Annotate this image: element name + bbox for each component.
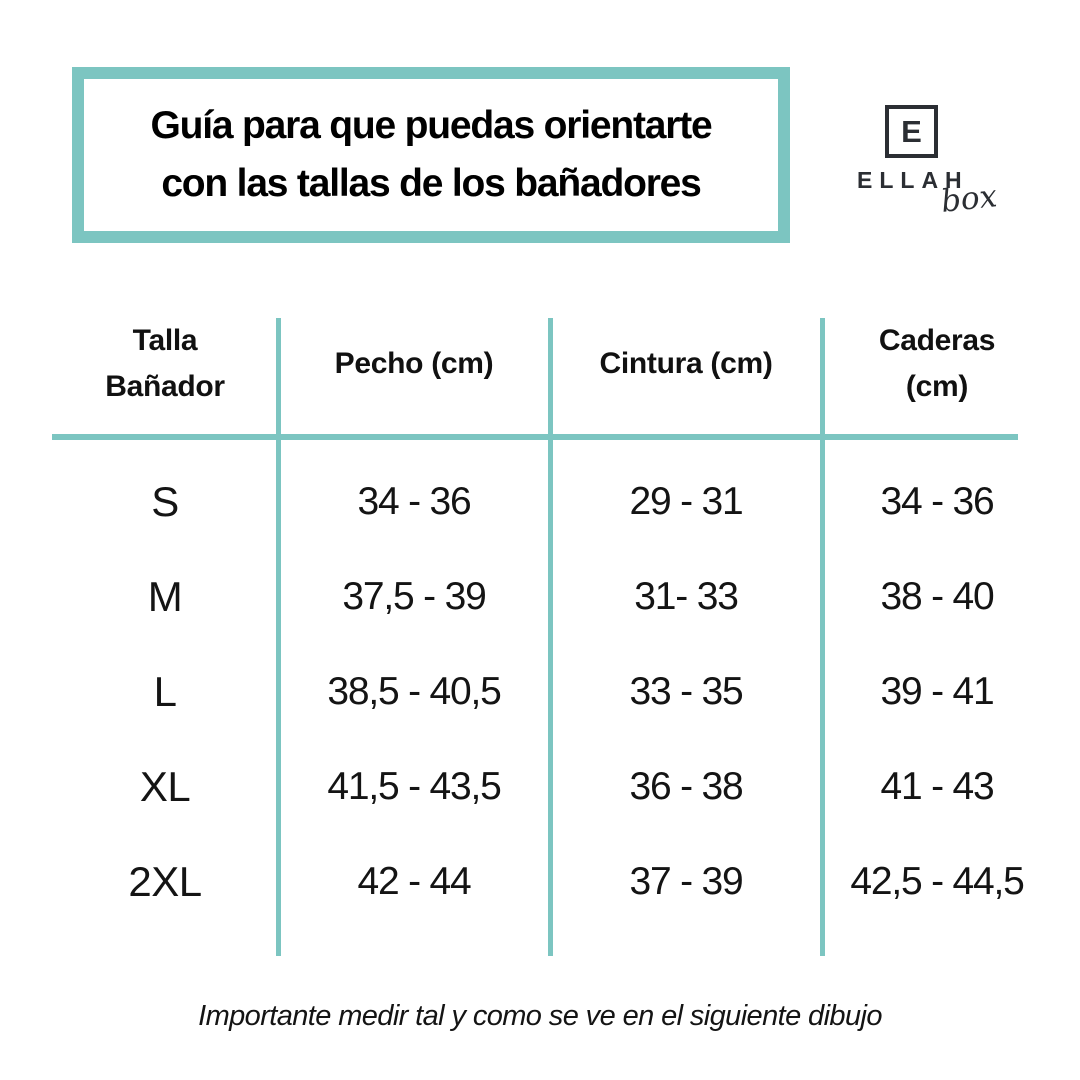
column-divider-2 [548,318,553,956]
caderas-cell: 34 - 36 [880,479,994,523]
logo-tagline: box [939,178,999,220]
pecho-cell: 38,5 - 40,5 [327,669,501,713]
pecho-cell: 34 - 36 [357,479,471,523]
caderas-cell: 39 - 41 [880,669,994,713]
header-pecho-line-1: Pecho (cm) [334,346,494,380]
column-divider-1 [276,318,281,956]
caderas-cell: 42,5 - 44,5 [850,859,1024,903]
size-cell: XL [139,762,191,810]
pecho-cell: 41,5 - 43,5 [327,764,501,808]
header-cintura-line-1: Cintura (cm) [599,346,773,380]
title-box: Guía para que puedas orientarte con las … [72,67,790,243]
header-caderas-line-2: (cm) [905,369,969,403]
size-cell: 2XL [128,857,202,905]
cintura-cell: 31- 33 [634,574,739,618]
header-talla-line-2: Bañador [105,369,225,403]
cintura-cell: 37 - 39 [629,859,743,903]
header-cell-caderas: Caderas (cm) [822,312,1018,437]
cintura-cell: 29 - 31 [629,479,743,523]
footer-note: Importante medir tal y como se ve en el … [198,1000,882,1032]
header-caderas-line-1: Caderas [878,323,996,357]
pecho-cell: 42 - 44 [357,859,471,903]
pecho-cell: 37,5 - 39 [342,574,486,618]
cintura-cell: 36 - 38 [629,764,743,808]
size-table-body: S 34 - 36 29 - 31 34 - 36 M 37,5 - 39 31… [52,454,1024,929]
size-cell: S [151,477,179,525]
size-cell: L [153,667,177,715]
header-cell-talla: Talla Bañador [52,312,278,437]
cintura-cell: 33 - 35 [629,669,743,713]
logo-wordmark: ELLAH [857,167,969,193]
page-title-line-2: con las tallas de los bañadores [161,162,702,205]
table-header-row: Talla Bañador Pecho (cm) Cintura (cm) Ca… [52,312,1018,437]
page-title-line-1: Guía para que puedas orientarte [150,104,713,147]
logo-monogram-letter: E [901,113,922,149]
header-talla-line-1: Talla [132,323,198,357]
header-cell-pecho: Pecho (cm) [278,312,550,437]
header-underline [52,434,1018,440]
caderas-cell: 38 - 40 [880,574,994,618]
logo-monogram-icon: E [885,105,938,158]
caderas-cell: 41 - 43 [880,764,994,808]
header-cell-cintura: Cintura (cm) [550,312,822,437]
size-cell: M [147,572,183,620]
column-divider-3 [820,318,825,956]
